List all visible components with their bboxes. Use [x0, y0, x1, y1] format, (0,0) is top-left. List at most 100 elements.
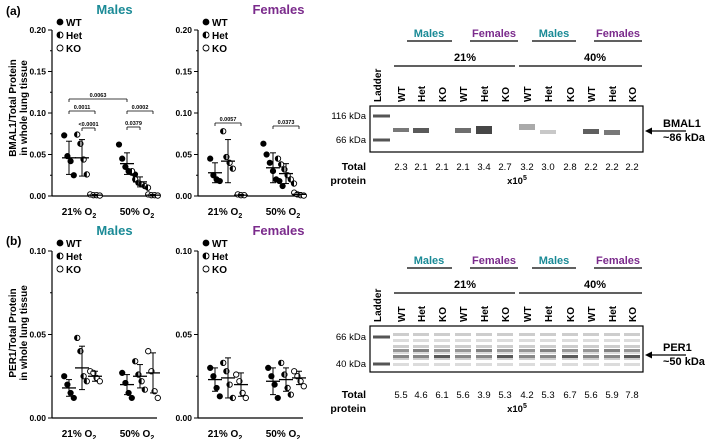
sample-band: [519, 333, 535, 336]
data-point-half: [74, 335, 78, 341]
data-point: [70, 394, 77, 402]
x-group-sub: 2: [296, 213, 300, 220]
lane-label: WT: [397, 306, 408, 322]
sample-band: [562, 351, 578, 354]
kda-marker-label: 116 kDa: [331, 111, 366, 122]
sample-band: [583, 363, 599, 366]
sample-band: [393, 357, 409, 360]
sample-band: [604, 345, 620, 348]
total-protein-value: 3.2: [520, 162, 533, 173]
sample-band: [413, 363, 429, 366]
sample-band: [413, 357, 429, 360]
legend-marker-het-half: [203, 253, 206, 259]
sample-band: [393, 363, 409, 366]
ladder-band: [373, 335, 390, 339]
sample-band: [434, 351, 450, 354]
kda-marker-label: 66 kDa: [336, 135, 367, 146]
lane-label: KO: [566, 87, 577, 102]
data-group-wt: [260, 140, 286, 190]
data-point: [242, 394, 249, 402]
sig-p-value: 0.0063: [90, 93, 107, 99]
data-point-half: [145, 185, 148, 191]
total-protein-value: 2.8: [563, 162, 576, 173]
blot-sex-title: Females: [596, 255, 640, 267]
sample-band: [455, 339, 471, 342]
sample-band: [413, 345, 429, 348]
sample-band: [393, 333, 409, 336]
sample-band: [519, 351, 535, 354]
sample-band: [434, 363, 450, 366]
sample-band: [455, 355, 471, 358]
sample-band: [540, 355, 556, 358]
sample-band: [562, 345, 578, 348]
target-size-label: ~86 kDa: [663, 132, 706, 144]
total-multiplier-exp: 5: [523, 403, 527, 410]
lane-label: KO: [566, 307, 577, 322]
data-point: [115, 141, 123, 148]
sample-band: [476, 126, 492, 134]
plot-title: Males: [96, 223, 132, 238]
sig-p-value: <0.0001: [78, 122, 98, 128]
data-point-half: [223, 154, 227, 160]
lane-label: Het: [417, 85, 428, 102]
blot-condition-label: 21%: [454, 52, 476, 64]
data-point-half: [74, 131, 78, 138]
sample-band: [455, 357, 471, 360]
sample-band: [519, 363, 535, 366]
sample-band: [562, 357, 578, 360]
sample-band: [519, 355, 535, 358]
data-point: [128, 394, 135, 402]
x-group-label: 50% O2: [266, 429, 301, 439]
sample-band: [583, 345, 599, 348]
total-protein-value: 5.5: [394, 390, 407, 401]
data-group-het: [220, 128, 236, 184]
x-group-label: 50% O2: [120, 207, 155, 220]
target-protein-label: BMAL1: [663, 118, 701, 130]
sample-band: [497, 339, 513, 342]
target-size-label: ~50 kDa: [663, 356, 706, 368]
x-group-sub: 2: [150, 213, 154, 220]
sample-band: [434, 349, 450, 352]
total-protein-value: 5.9: [605, 390, 618, 401]
ladder-label: Ladder: [373, 289, 384, 322]
data-group-ko: [145, 191, 161, 199]
sample-band: [540, 333, 556, 336]
sample-band: [413, 355, 429, 358]
sample-band: [583, 333, 599, 336]
sample-band: [583, 357, 599, 360]
data-point: [260, 140, 267, 147]
total-protein-value: 6.7: [563, 390, 576, 401]
sample-band: [497, 333, 513, 336]
sig-p-value: 0.0011: [74, 105, 91, 111]
blot-sex-title: Females: [596, 28, 640, 40]
sample-band: [540, 339, 556, 342]
data-point-half: [230, 165, 233, 172]
lane-label: Het: [480, 85, 491, 102]
panel-letter-b: (b): [6, 234, 21, 248]
data-point-half: [288, 391, 291, 398]
x-group-sub: 2: [238, 213, 242, 220]
sample-band: [604, 349, 620, 352]
sample-band: [455, 128, 471, 133]
significance: 0.0011 <0.0001 0.0063 0.0379 0.0002: [68, 93, 154, 131]
y-axis-title: BMAL1/Total Protein: [8, 59, 19, 157]
sig-p-value: 0.0057: [220, 117, 237, 123]
lane-label: KO: [438, 307, 449, 322]
data-point: [263, 151, 270, 158]
sample-band: [413, 333, 429, 336]
western-blot-b: Males Females Males Females 21% 40% Ladder WT He…: [330, 255, 705, 415]
sample-band: [624, 355, 640, 358]
data-group-ko: [87, 191, 103, 199]
sample-band: [562, 333, 578, 336]
data-point: [216, 177, 223, 185]
legend-label-wt: WT: [212, 239, 228, 250]
sample-band: [476, 351, 492, 354]
lane-label: WT: [397, 86, 408, 102]
sample-band: [476, 363, 492, 366]
sample-band: [519, 339, 535, 342]
sample-band: [540, 363, 556, 366]
sample-band: [604, 339, 620, 342]
data-group-wt: [207, 364, 223, 400]
total-protein-value: 2.2: [625, 162, 638, 173]
